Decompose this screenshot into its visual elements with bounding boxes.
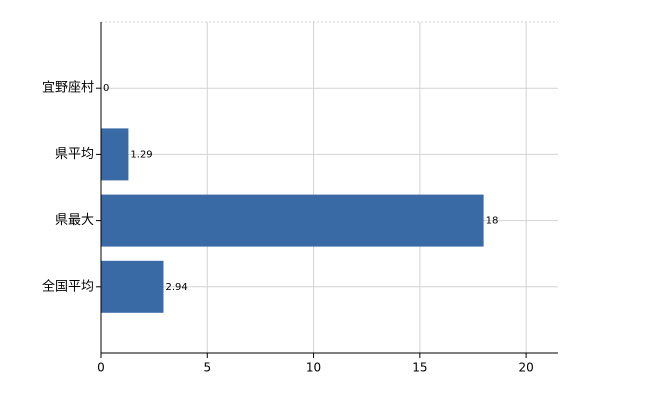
bar bbox=[101, 128, 129, 181]
y-tick-label: 宜野座村 bbox=[42, 81, 94, 96]
bar bbox=[101, 194, 484, 247]
y-tick-label: 県平均 bbox=[55, 147, 94, 162]
x-tick-label: 5 bbox=[203, 361, 211, 375]
value-label: 2.94 bbox=[165, 282, 187, 293]
bar bbox=[101, 260, 164, 313]
x-tick-label: 15 bbox=[412, 361, 427, 375]
x-tick-label: 20 bbox=[518, 361, 533, 375]
x-tick-label: 10 bbox=[306, 361, 321, 375]
x-tick-label: 0 bbox=[97, 361, 105, 375]
value-label: 18 bbox=[486, 216, 499, 227]
value-label: 1.29 bbox=[130, 149, 152, 160]
value-label: 0 bbox=[103, 83, 109, 94]
y-tick-label: 県最大 bbox=[55, 213, 94, 228]
y-tick-label: 全国平均 bbox=[42, 278, 94, 294]
